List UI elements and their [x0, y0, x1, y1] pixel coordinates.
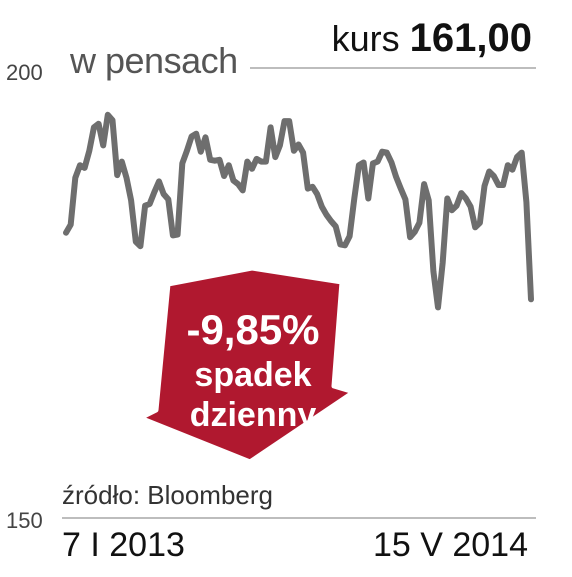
- source-note: źródło: Bloomberg: [62, 480, 273, 510]
- x-tick-end: 15 V 2014: [372, 526, 528, 564]
- daily-drop-percent: -9,85%: [186, 306, 320, 353]
- x-tick-start: 7 I 2013: [62, 526, 185, 564]
- price-value: 161,00: [409, 16, 532, 60]
- current-price: kurs 161,00: [332, 16, 532, 61]
- y-tick-150: 150: [6, 508, 43, 533]
- price-label: kurs: [331, 18, 400, 59]
- y-tick-200: 200: [6, 60, 43, 85]
- callout-line-2: dzienny: [189, 396, 317, 434]
- drop-callout-arrow: [137, 265, 357, 465]
- unit-label: w pensach: [70, 40, 238, 81]
- callout-line-1: spadek: [194, 356, 312, 394]
- price-series-line: [63, 111, 534, 311]
